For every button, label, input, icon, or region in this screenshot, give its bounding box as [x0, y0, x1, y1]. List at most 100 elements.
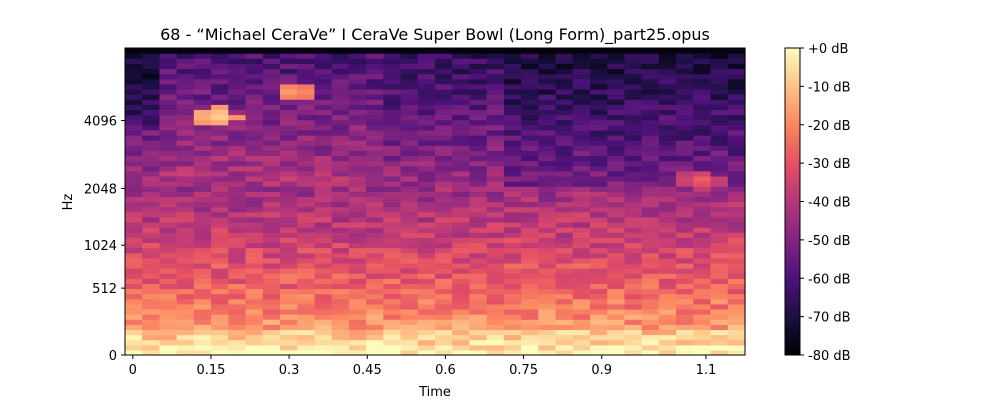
spectrogram-cell — [641, 308, 660, 315]
spectrogram-cell — [159, 242, 178, 249]
spectrogram-cell — [486, 288, 505, 295]
spectrogram-cell — [727, 339, 746, 346]
spectrogram-cell — [400, 283, 419, 290]
spectrogram-cell — [693, 329, 712, 336]
spectrogram-cell — [607, 191, 626, 197]
spectrogram-cell — [676, 216, 694, 223]
spectrogram-cell — [555, 109, 574, 116]
spectrogram-cell — [710, 119, 729, 126]
spectrogram-cell — [400, 221, 419, 228]
spectrogram-cell — [486, 114, 505, 121]
spectrogram-cell — [142, 78, 161, 85]
spectrogram-cell — [452, 329, 471, 336]
spectrogram-cell — [727, 63, 746, 70]
spectrogram-cell — [486, 201, 505, 208]
spectrogram-cell — [641, 252, 660, 259]
spectrogram-cell — [469, 288, 488, 295]
spectrogram-cell — [538, 58, 557, 64]
spectrogram-cell — [142, 191, 161, 197]
spectrogram-cell — [503, 329, 522, 336]
spectrogram-cell — [590, 293, 608, 300]
spectrogram-cell — [417, 150, 436, 157]
spectrogram-cell — [348, 237, 367, 244]
spectrogram-cell — [727, 273, 746, 279]
spectrogram-cell — [555, 221, 574, 228]
spectrogram-cell — [314, 99, 333, 105]
spectrogram-cell — [348, 170, 367, 177]
spectrogram-cell — [641, 283, 660, 290]
spectrogram-cell — [366, 268, 384, 274]
spectrogram-cell — [383, 134, 402, 141]
spectrogram-cell — [658, 344, 677, 351]
spectrogram-cell — [348, 349, 367, 356]
spectrogram-cell — [176, 329, 195, 336]
spectrogram-cell — [211, 53, 229, 59]
spectrogram-cell — [710, 329, 729, 336]
spectrogram-cell — [727, 73, 746, 80]
spectrogram-cell — [331, 242, 350, 249]
spectrogram-cell — [400, 324, 419, 331]
spectrogram-cell — [228, 160, 247, 167]
spectrogram-cell — [280, 216, 298, 223]
spectrogram-cell — [125, 63, 143, 70]
spectrogram-cell — [331, 191, 350, 197]
spectrogram-cell — [503, 165, 522, 172]
spectrogram-cell — [624, 160, 643, 167]
spectrogram-cell — [159, 155, 178, 162]
spectrogram-cell — [710, 201, 729, 208]
spectrogram-cell — [159, 216, 178, 223]
spectrogram-cell — [503, 145, 522, 151]
spectrogram-cell — [521, 119, 539, 126]
spectrogram-cell — [469, 298, 488, 305]
spectrogram-cell — [727, 216, 746, 223]
spectrogram-cell — [176, 63, 195, 70]
spectrogram-cell — [469, 170, 488, 177]
spectrogram-cell — [400, 160, 419, 167]
spectrogram-cell — [676, 134, 694, 141]
spectrogram-cell — [572, 68, 591, 75]
spectrogram-cell — [280, 114, 298, 121]
spectrogram-cell — [641, 257, 660, 264]
spectrogram-cell — [383, 191, 402, 197]
spectrogram-cell — [176, 119, 195, 126]
spectrogram-cell — [658, 334, 677, 341]
spectrogram-cell — [366, 114, 384, 121]
spectrogram-cell — [417, 186, 436, 192]
spectrogram-cell — [693, 278, 712, 284]
spectrogram-cell — [641, 58, 660, 64]
spectrogram-cell — [435, 175, 453, 182]
spectrogram-cell — [228, 273, 247, 279]
spectrogram-cell — [710, 181, 729, 187]
spectrogram-cell — [435, 221, 453, 228]
spectrogram-cell — [641, 349, 660, 356]
spectrogram-cell — [417, 237, 436, 244]
x-tick-label: 0.75 — [509, 363, 538, 378]
spectrogram-cell — [710, 334, 729, 341]
spectrogram-cell — [521, 109, 539, 116]
spectrogram-cell — [521, 104, 539, 110]
spectrogram-cell — [142, 140, 161, 146]
spectrogram-cell — [142, 58, 161, 64]
spectrogram-cell — [555, 134, 574, 141]
spectrogram-cell — [280, 314, 298, 320]
spectrogram-cell — [417, 227, 436, 233]
spectrogram-cell — [348, 308, 367, 315]
spectrogram-cell — [245, 247, 264, 254]
spectrogram-cell — [486, 140, 505, 146]
spectrogram-cell — [693, 155, 712, 162]
spectrogram-cell — [297, 196, 316, 203]
spectrogram-cell — [435, 247, 453, 254]
spectrogram-cell — [125, 308, 143, 315]
spectrogram-cell — [280, 58, 298, 64]
spectrogram-cell — [366, 221, 384, 228]
spectrogram-cell — [331, 278, 350, 284]
spectrogram-cell — [297, 160, 316, 167]
spectrogram-cell — [572, 247, 591, 254]
spectrogram-cell — [538, 104, 557, 110]
spectrogram-cell — [348, 303, 367, 310]
spectrogram-cell — [314, 119, 333, 126]
spectrogram-cell — [452, 242, 471, 249]
spectrogram-cell — [538, 165, 557, 172]
spectrogram-cell — [641, 319, 660, 325]
spectrogram-cell — [125, 334, 143, 341]
